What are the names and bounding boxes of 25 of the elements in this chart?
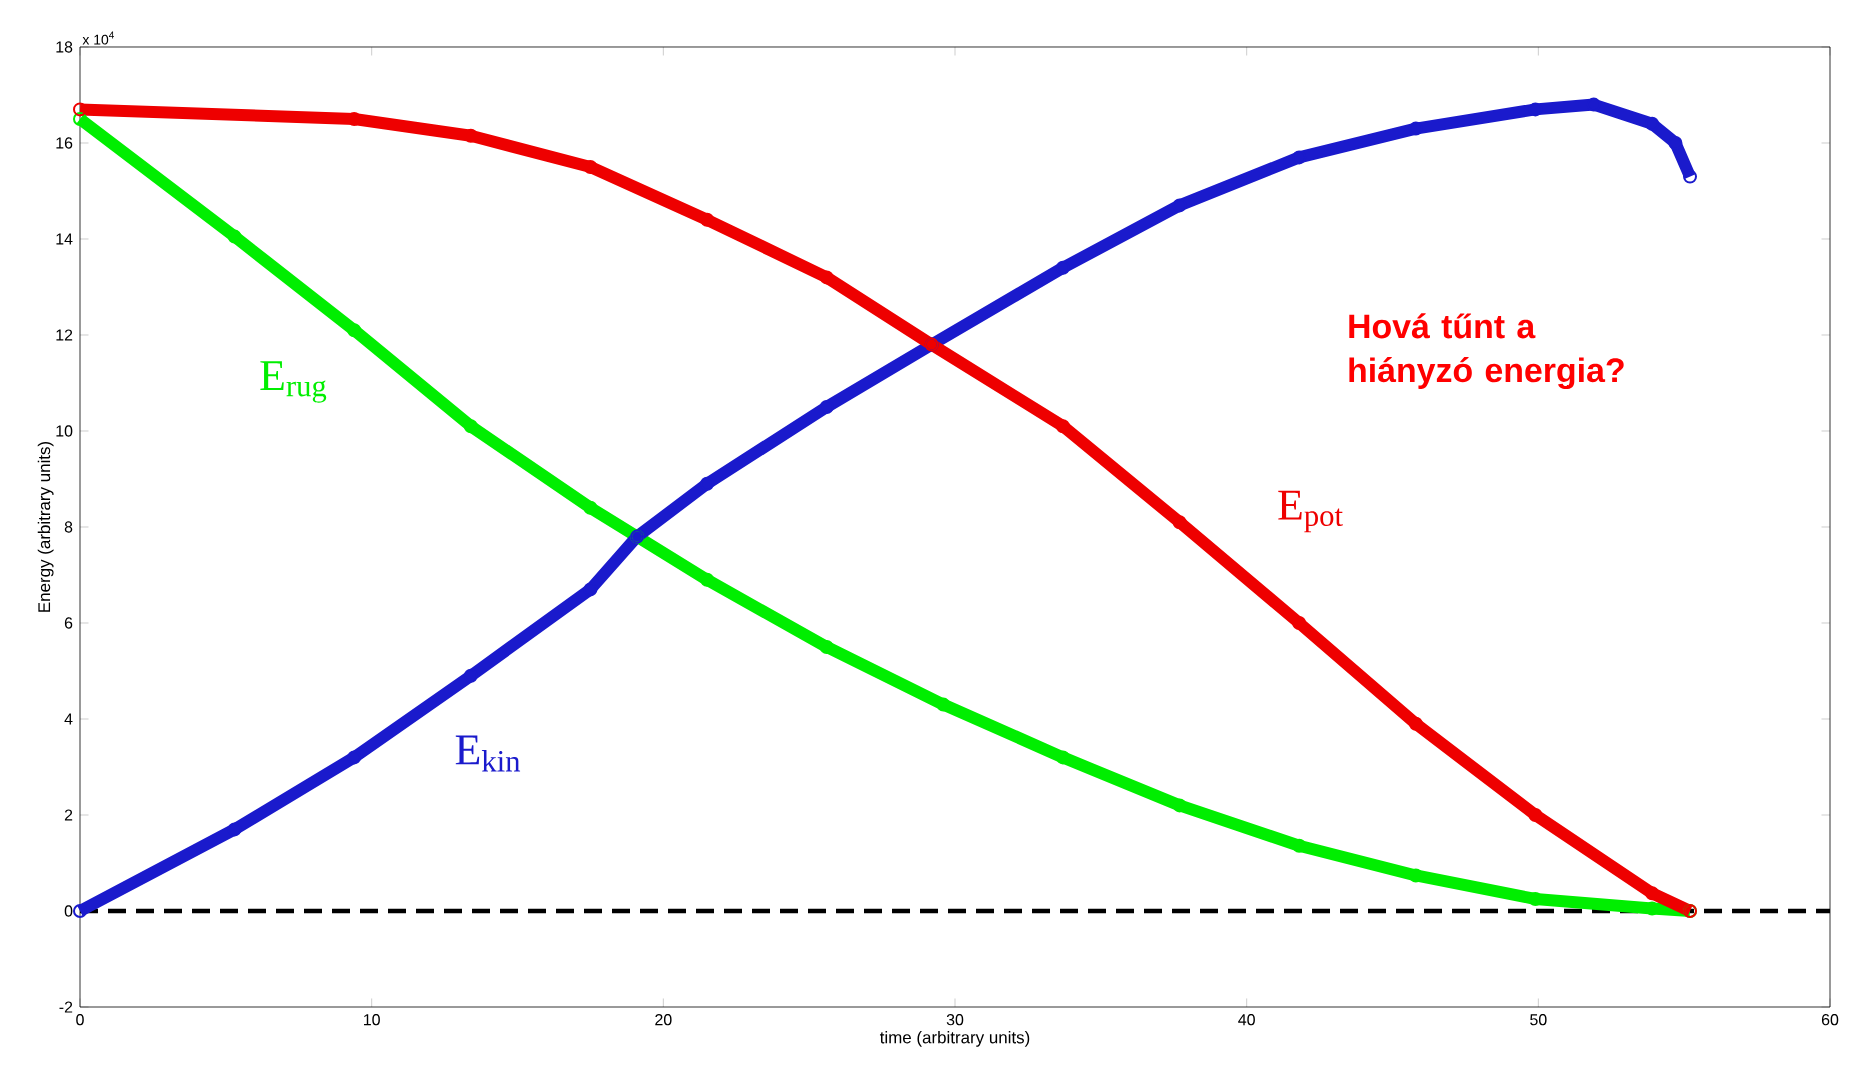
x-tick-label: 40	[1238, 1014, 1255, 1026]
y-tick-label: 14	[56, 233, 73, 245]
series-label: E$_{rug}$	[260, 361, 327, 403]
y-tick-label: 12	[56, 329, 73, 341]
text: x 10$^{4}$	[82, 31, 115, 45]
x-tick-label: 0	[76, 1014, 84, 1026]
y-tick-label: 0	[64, 905, 73, 917]
annotation: Hová tűnt a hiányzó energia?	[1349, 313, 1624, 390]
y-tick-label: 10	[56, 425, 73, 437]
y-tick-label: 18	[56, 41, 73, 53]
y-tick-label: 4	[64, 713, 73, 725]
y-tick-label: 2	[64, 809, 73, 821]
y-axis-title: Energy (arbitrary units)	[37, 441, 54, 612]
x-tick-label: 50	[1530, 1014, 1547, 1026]
x-tick-label: 10	[364, 1014, 380, 1026]
y-tick-label: 8	[64, 521, 73, 533]
x-axis-title: time (arbitrary units)	[879, 1031, 1030, 1047]
x-tick-label: 20	[655, 1014, 672, 1026]
y-tick-label: -2	[59, 1001, 73, 1013]
x-tick-label: 30	[946, 1014, 964, 1026]
y-tick-label: 16	[56, 137, 73, 149]
series-label: E$_{kin}$	[455, 735, 521, 772]
y-tick-label: 6	[64, 617, 73, 629]
series-label: E$_{pot}$	[1278, 490, 1343, 533]
x-tick-label: 60	[1821, 1014, 1839, 1026]
